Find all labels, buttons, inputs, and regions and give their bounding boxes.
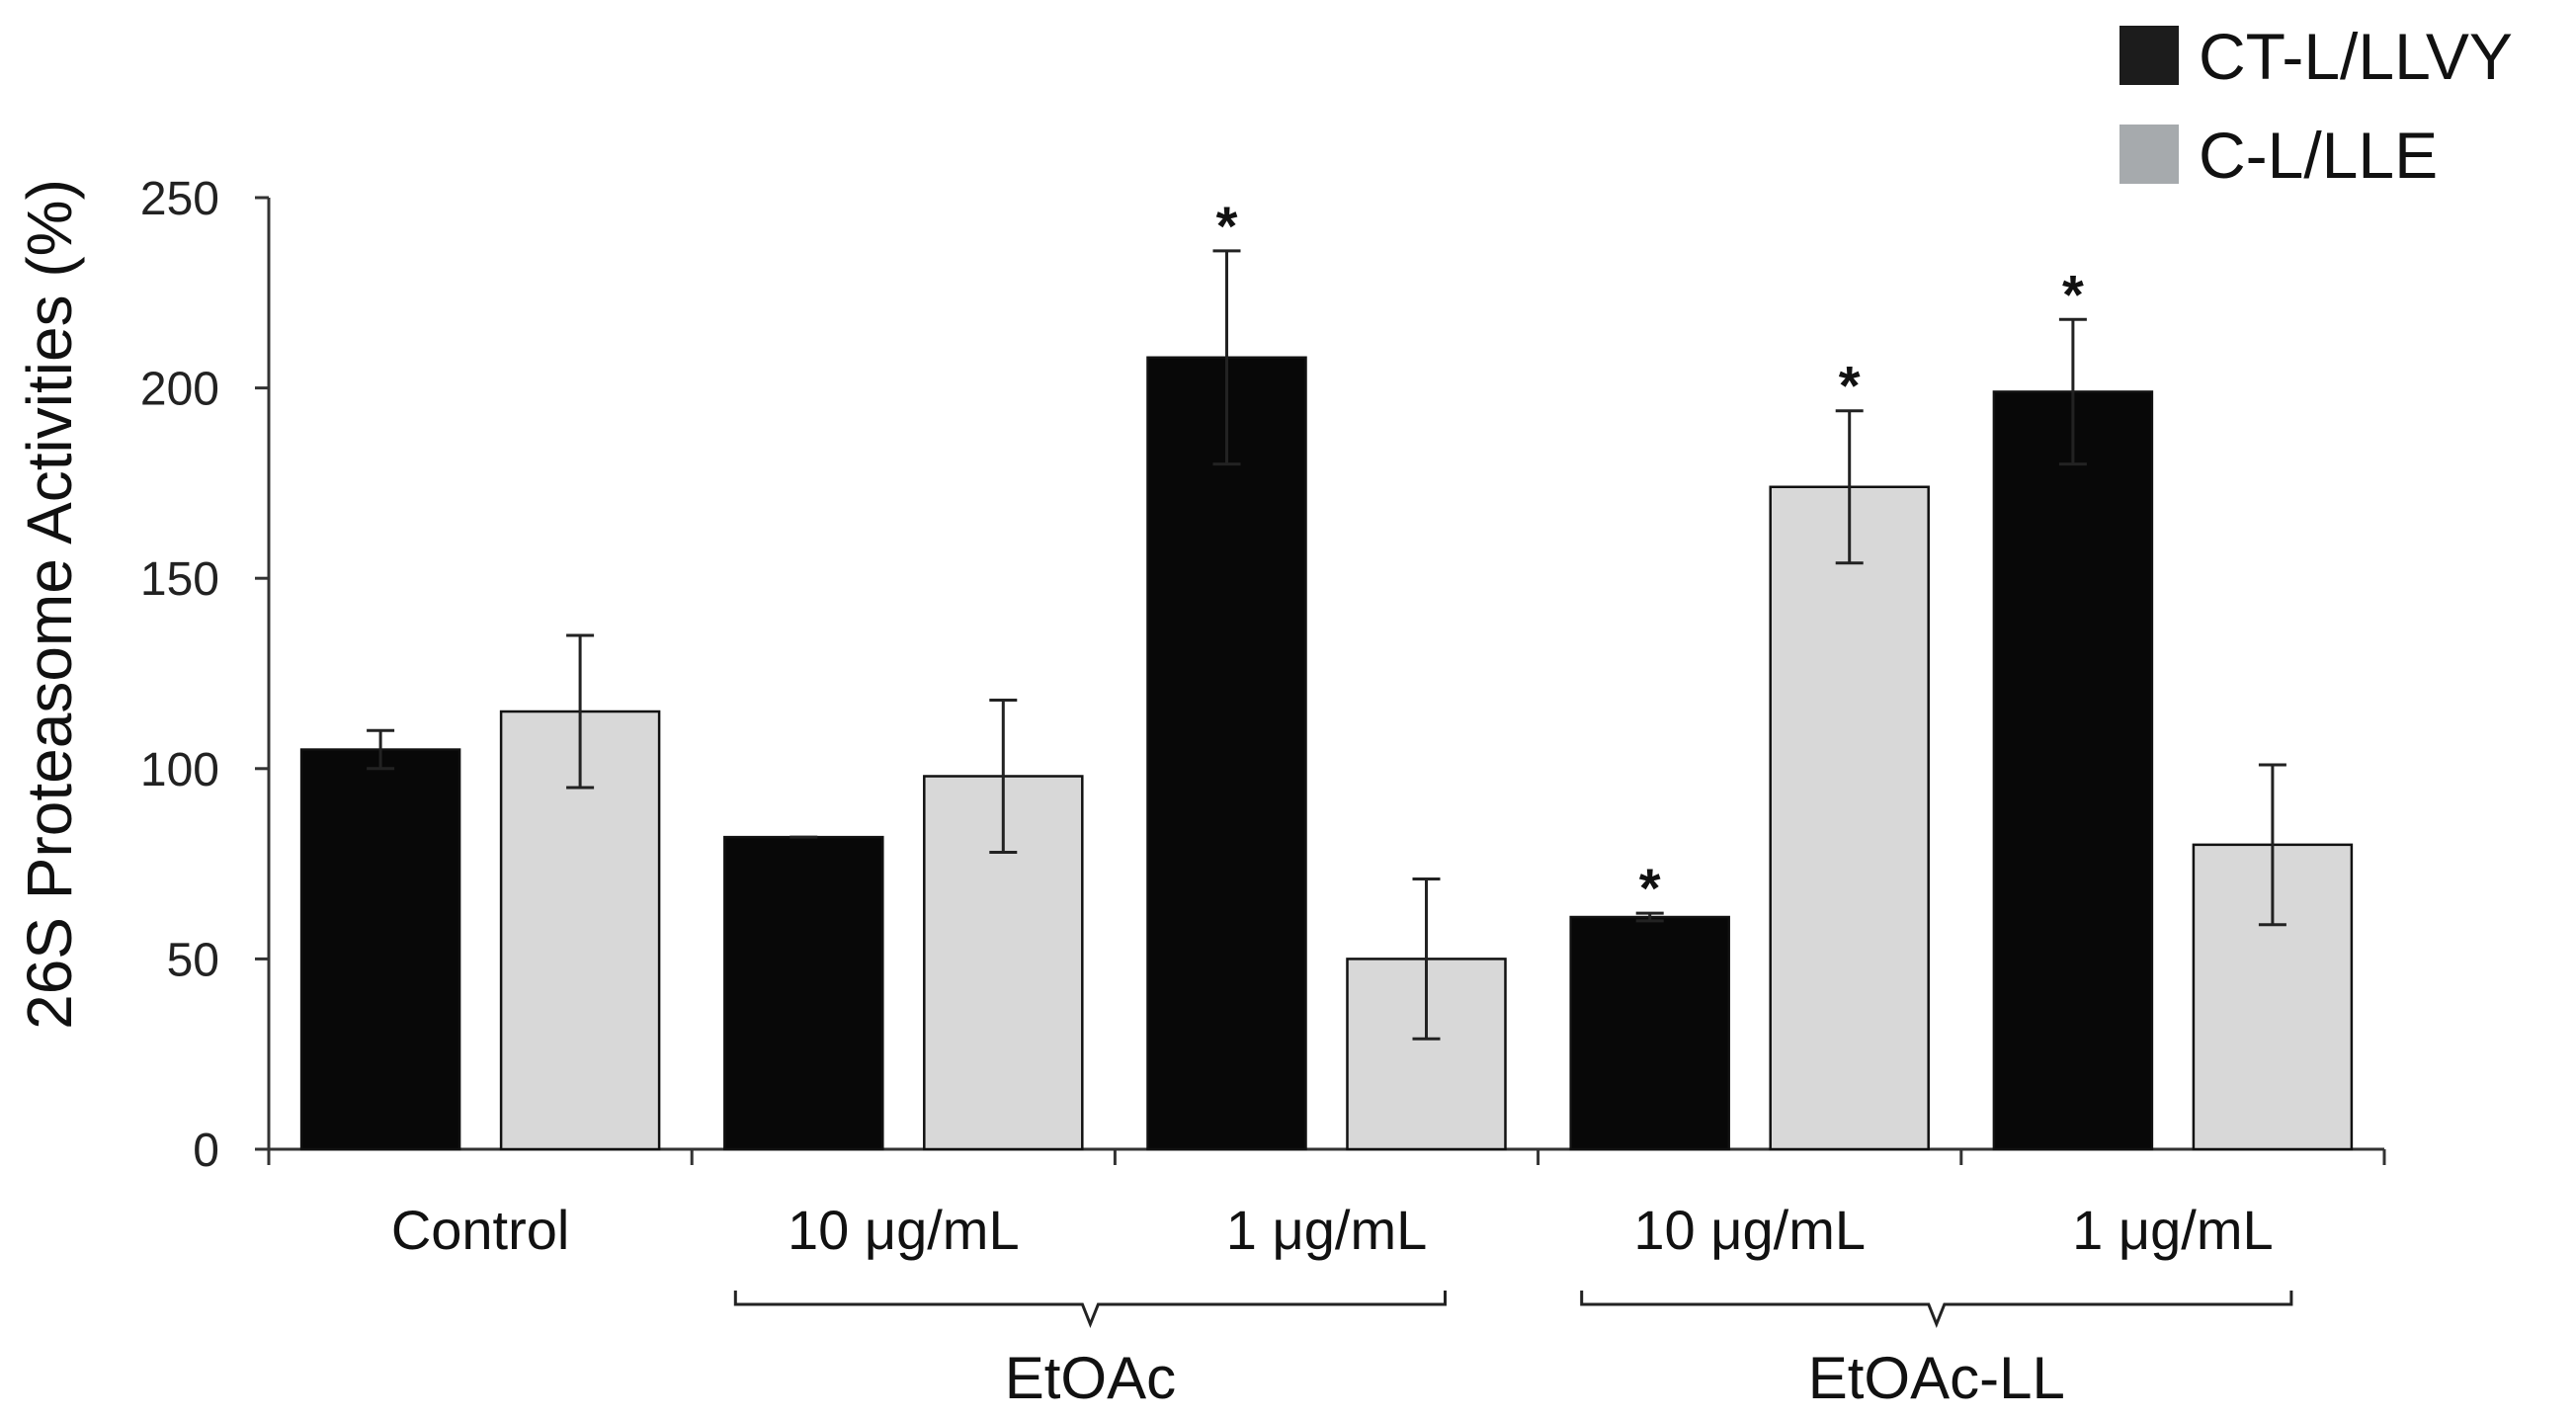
bar-ctl-llvy <box>1569 915 1730 1151</box>
group-bracket <box>733 1291 1447 1329</box>
x-category-label: 1 μg/mL <box>2072 1199 2273 1261</box>
x-category-label: Control <box>391 1199 570 1261</box>
legend-label: CT-L/LLVY <box>2199 20 2513 93</box>
legend-swatch <box>2119 125 2179 184</box>
x-category-label: 10 μg/mL <box>1633 1199 1866 1261</box>
y-tick-label: 50 <box>167 934 219 986</box>
bar-ctl-llvy <box>1992 390 2154 1151</box>
significance-star: * <box>1839 355 1861 417</box>
y-tick-label: 200 <box>140 364 219 416</box>
bar-ctl-llvy <box>1146 356 1307 1151</box>
significance-star: * <box>1216 195 1238 257</box>
group-label: EtOAc <box>1005 1345 1176 1411</box>
significance-star: * <box>2062 263 2084 325</box>
x-category-label: 1 μg/mL <box>1226 1199 1427 1261</box>
y-tick-label: 150 <box>140 553 219 606</box>
legend-swatch <box>2119 26 2179 85</box>
bar-ctl-llvy <box>299 748 461 1151</box>
x-category-label: 10 μg/mL <box>788 1199 1020 1261</box>
y-tick-label: 250 <box>140 173 219 225</box>
legend-label: C-L/LLE <box>2199 119 2438 192</box>
labels: 0 50 100 150 200 250 26S Proteasome Activities… <box>14 173 2274 1411</box>
y-axis-title: 26S Proteasome Activities (%) <box>14 179 85 1030</box>
bar-cl-lle <box>1769 485 1930 1151</box>
y-tick-label: 100 <box>140 744 219 796</box>
bar-ctl-llvy <box>723 835 884 1151</box>
y-tick-label: 0 <box>193 1125 219 1177</box>
legend: CT-L/LLVY C-L/LLE <box>2119 20 2513 192</box>
significance-star: * <box>1639 857 1661 919</box>
group-bracket <box>1580 1291 2293 1329</box>
group-label: EtOAc-LL <box>1808 1345 2065 1411</box>
bars <box>299 249 2354 1151</box>
